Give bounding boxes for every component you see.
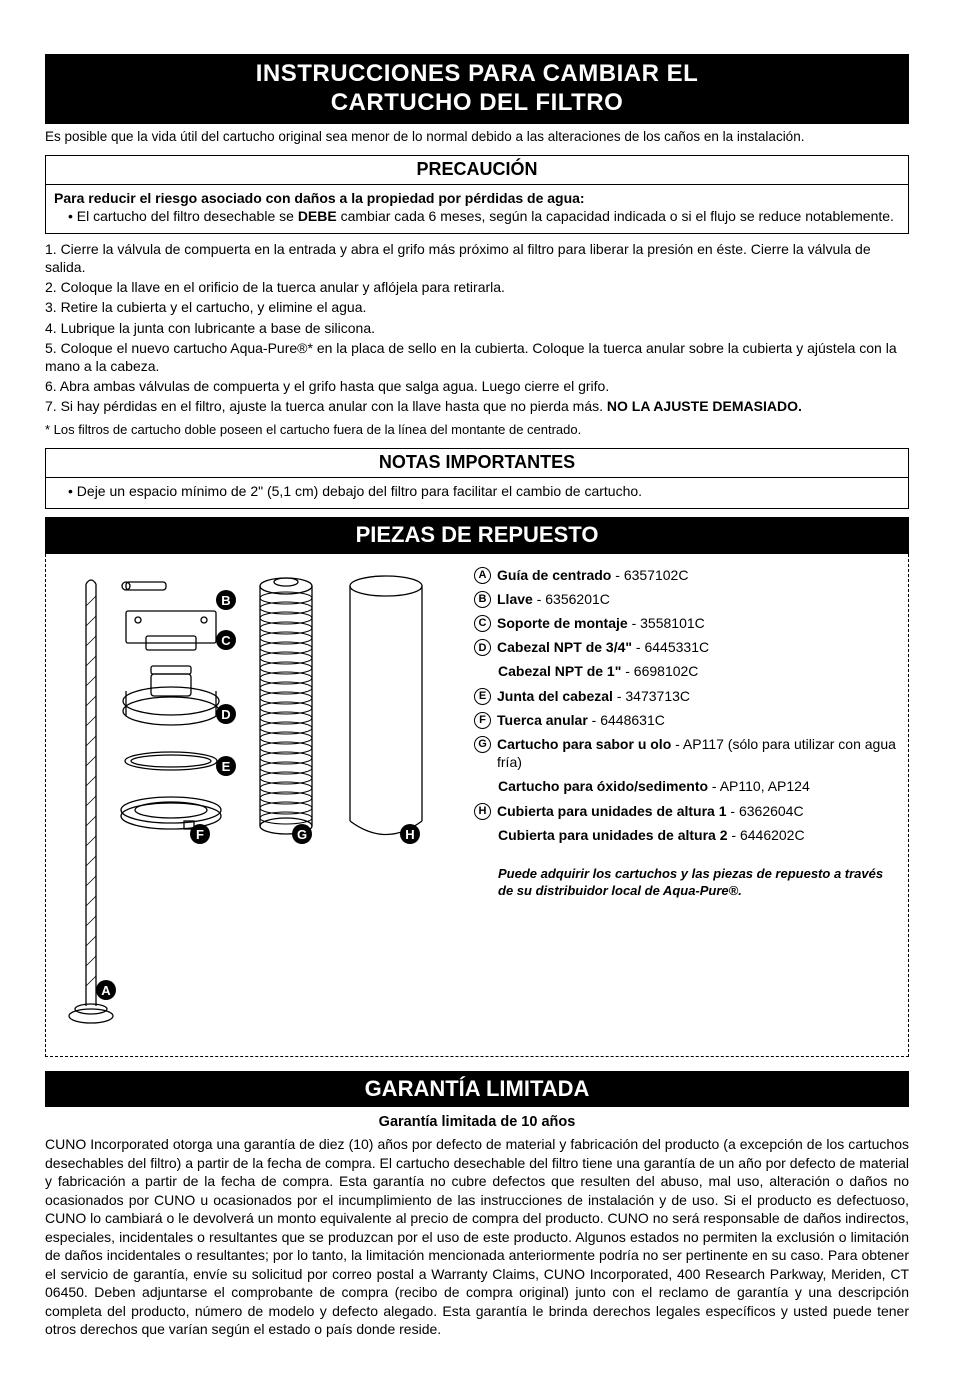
- part-row-a: A Guía de centrado - 6357102C: [474, 566, 898, 584]
- part-row-h2: Cubierta para unidades de altura 2 - 644…: [474, 826, 898, 844]
- svg-text:E: E: [222, 759, 231, 774]
- notes-bullet: Deje un espacio mínimo de 2" (5,1 cm) de…: [68, 482, 900, 500]
- part-row-c: C Soporte de montaje - 3558101C: [474, 614, 898, 632]
- svg-text:A: A: [101, 983, 111, 998]
- intro-text: Es posible que la vida útil del cartucho…: [45, 128, 909, 146]
- svg-text:D: D: [221, 707, 230, 722]
- title-line2: CARTUCHO DEL FILTRO: [331, 89, 624, 116]
- svg-text:G: G: [297, 827, 307, 842]
- svg-text:H: H: [405, 827, 414, 842]
- parts-section: A B C D E F G H A Guía de centrado - 635…: [45, 554, 909, 1057]
- part-row-f: F Tuerca anular - 6448631C: [474, 711, 898, 729]
- part-badge-a: A: [474, 567, 491, 584]
- warranty-body: CUNO Incorporated otorga una garantía de…: [45, 1135, 909, 1338]
- part-row-h: H Cubierta para unidades de altura 1 - 6…: [474, 802, 898, 820]
- parts-diagram: A B C D E F G H: [56, 566, 456, 1040]
- part-badge-d: D: [474, 639, 491, 656]
- part-row-d2: Cabezal NPT de 1" - 6698102C: [474, 662, 898, 680]
- part-badge-g: G: [474, 736, 491, 753]
- warranty-heading: GARANTÍA LIMITADA: [45, 1071, 909, 1108]
- steps-footnote: * Los filtros de cartucho doble poseen e…: [45, 422, 909, 439]
- svg-text:B: B: [221, 593, 230, 608]
- svg-text:C: C: [221, 633, 231, 648]
- step-3: 3. Retire la cubierta y el cartucho, y e…: [45, 298, 909, 316]
- part-row-b: B Llave - 6356201C: [474, 590, 898, 608]
- warranty-sub: Garantía limitada de 10 años: [45, 1113, 909, 1132]
- part-badge-b: B: [474, 591, 491, 608]
- precaution-box: Para reducir el riesgo asociado con daño…: [45, 184, 909, 234]
- step-5: 5. Coloque el nuevo cartucho Aqua-Pure®*…: [45, 339, 909, 375]
- part-row-g: G Cartucho para sabor u olo - AP117 (sól…: [474, 735, 898, 771]
- part-badge-e: E: [474, 688, 491, 705]
- precaution-heading: PRECAUCIÓN: [45, 155, 909, 183]
- part-row-d: D Cabezal NPT de 3/4" - 6445331C: [474, 638, 898, 656]
- part-row-e: E Junta del cabezal - 3473713C: [474, 687, 898, 705]
- parts-list: A Guía de centrado - 6357102C B Llave - …: [474, 566, 898, 1040]
- step-7: 7. Si hay pérdidas en el filtro, ajuste …: [45, 397, 909, 415]
- step-4: 4. Lubrique la junta con lubricante a ba…: [45, 319, 909, 337]
- notes-heading: NOTAS IMPORTANTES: [45, 448, 909, 476]
- notes-box: Deje un espacio mínimo de 2" (5,1 cm) de…: [45, 477, 909, 509]
- part-badge-c: C: [474, 615, 491, 632]
- svg-text:F: F: [196, 827, 204, 842]
- step-6: 6. Abra ambas válvulas de compuerta y el…: [45, 377, 909, 395]
- parts-note: Puede adquirir los cartuchos y las pieza…: [474, 866, 898, 900]
- step-1: 1. Cierre la válvula de compuerta en la …: [45, 240, 909, 276]
- precaution-lead: Para reducir el riesgo asociado con daño…: [54, 189, 900, 207]
- part-row-g2: Cartucho para óxido/sedimento - AP110, A…: [474, 777, 898, 795]
- precaution-bullet: El cartucho del filtro desechable se DEB…: [68, 207, 900, 225]
- title-line1: INSTRUCCIONES PARA CAMBIAR EL: [256, 60, 699, 87]
- part-badge-f: F: [474, 712, 491, 729]
- parts-heading: PIEZAS DE REPUESTO: [45, 517, 909, 554]
- step-2: 2. Coloque la llave en el orificio de la…: [45, 278, 909, 296]
- steps-list: 1. Cierre la válvula de compuerta en la …: [45, 240, 909, 439]
- title-bar: INSTRUCCIONES PARA CAMBIAR EL CARTUCHO D…: [45, 54, 909, 124]
- part-badge-h: H: [474, 803, 491, 820]
